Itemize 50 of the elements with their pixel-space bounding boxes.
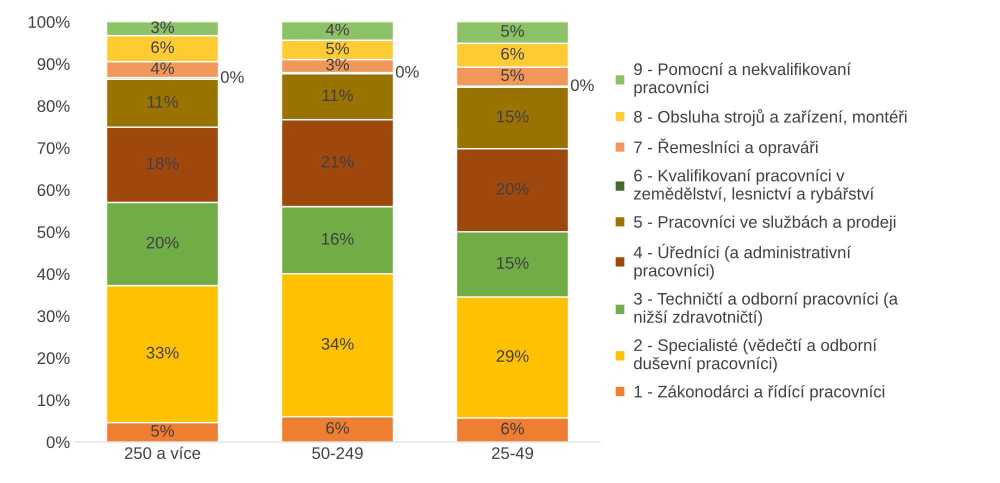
legend-label: 3 - Techničtí a odborní pracovníci (a nižší zdravotničtí) bbox=[634, 292, 898, 326]
legend-label: 9 - Pomocní a nekvalifikovaní pracovníci bbox=[634, 62, 851, 97]
data-label: 0% bbox=[570, 79, 594, 92]
data-label: 20% bbox=[496, 182, 529, 195]
y-tick-label: 20% bbox=[38, 352, 70, 364]
data-label: 34% bbox=[321, 338, 354, 350]
data-label: 3% bbox=[151, 21, 174, 34]
y-tick-label: 60% bbox=[38, 184, 70, 196]
legend-label: 5 - Pracovníci ve službách a prodeji bbox=[634, 215, 896, 232]
data-label: 16% bbox=[322, 232, 354, 245]
legend-label: 2 - Specialisté (vědečtí a odborní duševní pracovníci) bbox=[634, 338, 877, 373]
legend-label: 1 - Zákonodárci a řídící pracovníci bbox=[634, 385, 884, 401]
data-label: 5% bbox=[151, 425, 174, 437]
data-label: 21% bbox=[322, 156, 354, 168]
y-tick-label: 90% bbox=[38, 58, 70, 70]
data-label: 15% bbox=[497, 257, 529, 269]
x-tick-label: 25-49 bbox=[492, 447, 534, 460]
data-label: 4% bbox=[150, 62, 174, 74]
x-tick-label: 250 a více bbox=[124, 446, 200, 460]
y-tick-label: 50% bbox=[37, 226, 70, 238]
data-label: 6% bbox=[501, 48, 524, 60]
y-tick-label: 70% bbox=[38, 142, 70, 154]
data-label: 6% bbox=[326, 422, 349, 434]
data-label: 0% bbox=[220, 71, 244, 83]
data-label: 4% bbox=[326, 24, 349, 36]
y-tick-label: 0% bbox=[46, 436, 70, 448]
data-label: 5% bbox=[501, 25, 524, 37]
x-tick-label: 50-249 bbox=[312, 447, 363, 460]
data-label: 6% bbox=[501, 422, 524, 434]
legend-label: 7 - Řemeslníci a opraváři bbox=[634, 138, 818, 157]
data-label: 33% bbox=[146, 346, 179, 359]
y-tick-label: 80% bbox=[38, 100, 70, 112]
data-label: 20% bbox=[146, 236, 179, 248]
y-tick-label: 30% bbox=[37, 310, 70, 322]
legend-label: 4 - Úředníci (a administrativní pracovníci) bbox=[634, 244, 851, 280]
data-label: 6% bbox=[151, 41, 174, 54]
y-tick-label: 100% bbox=[28, 16, 70, 28]
data-label: 15% bbox=[497, 110, 529, 122]
legend-label: 8 - Obsluha strojů a zařízení, montéři bbox=[634, 109, 906, 126]
data-label: 11% bbox=[148, 96, 178, 108]
y-tick-label: 10% bbox=[38, 394, 70, 406]
data-label: 29% bbox=[496, 350, 529, 362]
data-label: 11% bbox=[322, 89, 353, 102]
data-label: 5% bbox=[501, 69, 524, 82]
y-tick-label: 40% bbox=[37, 268, 70, 280]
data-label: 3% bbox=[326, 58, 349, 71]
data-label: 18% bbox=[147, 157, 179, 170]
data-label: 5% bbox=[326, 42, 349, 54]
data-label: 0% bbox=[396, 66, 419, 78]
legend-label: 6 - Kvalifikovaní pracovníci v zemědělství, lesnictví a rybářství bbox=[634, 169, 874, 203]
